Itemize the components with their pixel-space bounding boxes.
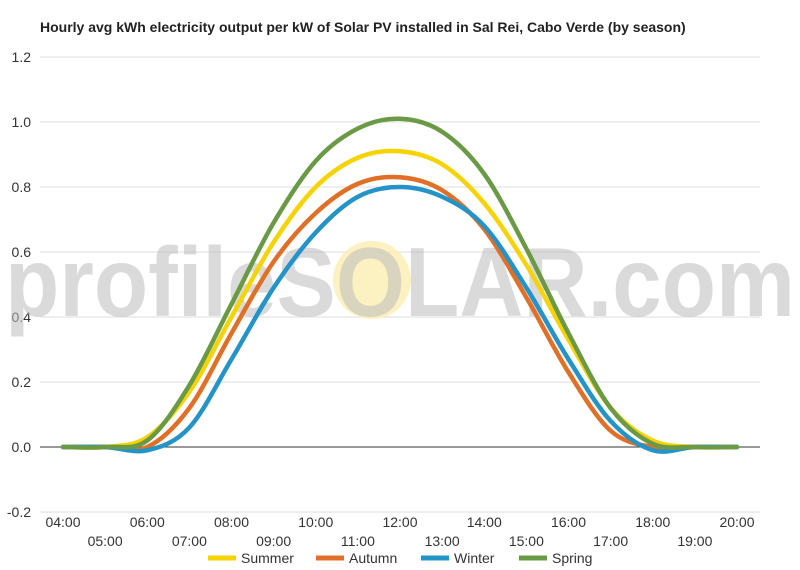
watermark-sun-icon (333, 241, 411, 319)
series-line-autumn (60, 174, 740, 453)
x-tick-label: 19:00 (677, 533, 712, 549)
series-line-winter (60, 184, 740, 454)
y-tick-label: 0.8 (12, 179, 32, 195)
x-tick-label: 12:00 (382, 514, 417, 530)
x-tick-label: 08:00 (214, 514, 249, 530)
legend-label-spring: Spring (552, 550, 592, 566)
chart-title: Hourly avg kWh electricity output per kW… (40, 19, 686, 35)
x-tick-label: 14:00 (467, 514, 502, 530)
y-tick-label: -0.2 (7, 504, 31, 520)
legend-label-autumn: Autumn (349, 550, 397, 566)
y-tick-label: 1.2 (12, 49, 32, 65)
x-tick-label: 20:00 (719, 514, 754, 530)
y-tick-label: 1.0 (12, 114, 32, 130)
y-tick-label: 0.2 (12, 374, 32, 390)
y-tick-label: 0.4 (12, 309, 32, 325)
watermark-text: profileSOLAR.com (5, 227, 795, 337)
x-tick-label: 07:00 (172, 533, 207, 549)
x-tick-label: 17:00 (593, 533, 628, 549)
x-tick-label: 18:00 (635, 514, 670, 530)
x-tick-label: 16:00 (551, 514, 586, 530)
x-tick-label: 11:00 (341, 533, 375, 549)
x-tick-label: 13:00 (425, 533, 460, 549)
x-tick-label: 09:00 (256, 533, 291, 549)
watermark: profileSOLAR.com (5, 227, 795, 337)
legend-label-summer: Summer (241, 550, 294, 566)
x-tick-label: 06:00 (130, 514, 165, 530)
legend: Summer Autumn Winter Spring (208, 550, 592, 566)
legend-label-winter: Winter (454, 550, 495, 566)
x-tick-label: 05:00 (88, 533, 123, 549)
x-tick-label: 04:00 (45, 514, 80, 530)
y-tick-label: 0.0 (12, 439, 32, 455)
x-tick-label: 15:00 (509, 533, 544, 549)
y-tick-label: 0.6 (12, 244, 32, 260)
x-tick-label: 10:00 (298, 514, 333, 530)
series-line-spring (60, 116, 740, 450)
